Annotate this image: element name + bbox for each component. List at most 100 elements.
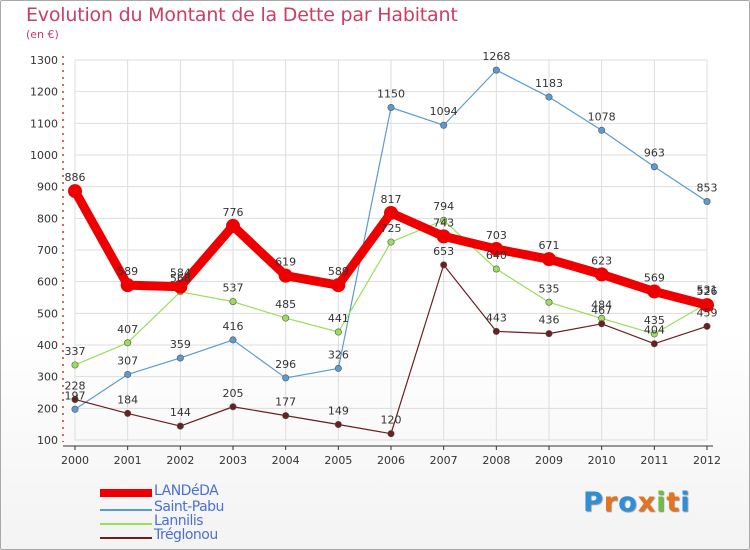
y-tick-label: 500 bbox=[37, 307, 58, 320]
data-point bbox=[650, 330, 658, 338]
data-point bbox=[282, 314, 290, 322]
logo-letter: o bbox=[618, 487, 638, 518]
data-label: 568 bbox=[170, 272, 191, 285]
data-label: 228 bbox=[65, 379, 86, 392]
legend-label: Saint-Pabu bbox=[154, 499, 224, 515]
y-tick-label: 900 bbox=[37, 181, 58, 194]
data-label: 1150 bbox=[377, 88, 405, 101]
data-point bbox=[229, 403, 237, 411]
data-point bbox=[71, 405, 79, 413]
data-label: 653 bbox=[433, 245, 454, 258]
data-point bbox=[124, 370, 132, 378]
data-point bbox=[71, 361, 79, 369]
chart-title: Evolution du Montant de la Dette par Hab… bbox=[26, 4, 458, 26]
data-label: 149 bbox=[328, 404, 349, 417]
data-point bbox=[594, 267, 609, 282]
data-label: 526 bbox=[697, 285, 718, 298]
data-point bbox=[703, 322, 711, 330]
data-point bbox=[173, 279, 188, 294]
data-label: 435 bbox=[644, 314, 665, 327]
data-point bbox=[440, 261, 448, 269]
data-point bbox=[489, 242, 504, 257]
data-label: 531 bbox=[697, 284, 718, 297]
data-point bbox=[545, 330, 553, 338]
x-tick-label: 2003 bbox=[219, 454, 247, 467]
data-point bbox=[598, 126, 606, 134]
data-point bbox=[120, 278, 135, 293]
data-label: 623 bbox=[591, 254, 612, 267]
data-label: 459 bbox=[697, 306, 718, 319]
y-tick-label: 1000 bbox=[30, 149, 58, 162]
y-tick-label: 300 bbox=[37, 371, 58, 384]
data-point bbox=[387, 430, 395, 438]
y-tick-label: 100 bbox=[37, 434, 58, 447]
data-point bbox=[440, 121, 448, 129]
data-label: 359 bbox=[170, 338, 191, 351]
x-tick-label: 2007 bbox=[430, 454, 458, 467]
data-label: 120 bbox=[381, 414, 402, 427]
logo-letter: r bbox=[603, 487, 619, 518]
data-label: 484 bbox=[591, 298, 612, 311]
logo-letter: i bbox=[656, 487, 667, 518]
data-label: 177 bbox=[275, 396, 296, 409]
data-point bbox=[282, 412, 290, 420]
data-label: 443 bbox=[486, 311, 507, 324]
proxiti-logo: Proxiti bbox=[583, 487, 691, 518]
data-label: 1078 bbox=[588, 110, 616, 123]
data-point bbox=[703, 198, 711, 206]
x-tick-label: 2004 bbox=[272, 454, 300, 467]
y-tick-label: 1300 bbox=[30, 54, 58, 67]
data-label: 776 bbox=[223, 206, 244, 219]
data-label: 619 bbox=[275, 256, 296, 269]
legend-swatch bbox=[100, 537, 152, 539]
data-label: 197 bbox=[65, 389, 86, 402]
data-point bbox=[331, 278, 346, 293]
data-label: 535 bbox=[539, 282, 560, 295]
x-tick-label: 2005 bbox=[324, 454, 352, 467]
data-point bbox=[334, 420, 342, 428]
chart-subtitle: (en €) bbox=[26, 28, 59, 41]
data-label: 853 bbox=[697, 182, 718, 195]
data-point bbox=[650, 340, 658, 348]
data-point bbox=[387, 238, 395, 246]
y-tick-label: 800 bbox=[37, 212, 58, 225]
data-point bbox=[334, 364, 342, 372]
x-tick-label: 2000 bbox=[61, 454, 89, 467]
data-point bbox=[68, 184, 82, 199]
x-tick-label: 2002 bbox=[166, 454, 194, 467]
legend-swatch bbox=[100, 489, 152, 497]
data-label: 725 bbox=[381, 222, 402, 235]
y-tick-label: 600 bbox=[37, 276, 58, 289]
y-tick-label: 1100 bbox=[30, 117, 58, 130]
data-point bbox=[542, 252, 556, 267]
x-tick-label: 2011 bbox=[640, 454, 668, 467]
logo-letter: P bbox=[583, 487, 604, 518]
data-label: 407 bbox=[117, 323, 138, 336]
data-point bbox=[387, 104, 395, 112]
data-label: 537 bbox=[223, 282, 244, 295]
data-label: 794 bbox=[433, 200, 454, 213]
data-point bbox=[492, 66, 500, 74]
data-point bbox=[176, 354, 184, 362]
data-label: 817 bbox=[381, 193, 402, 206]
data-label: 589 bbox=[328, 265, 349, 278]
data-point bbox=[647, 284, 662, 299]
data-point bbox=[440, 216, 448, 224]
data-point bbox=[226, 218, 240, 233]
data-label: 416 bbox=[223, 320, 244, 333]
data-label: 184 bbox=[117, 393, 138, 406]
data-point bbox=[282, 374, 290, 382]
data-point bbox=[229, 336, 237, 344]
data-point bbox=[124, 339, 132, 347]
logo-letter: x bbox=[637, 487, 657, 518]
data-label: 963 bbox=[644, 147, 665, 160]
data-point bbox=[492, 265, 500, 273]
data-label: 144 bbox=[170, 406, 191, 419]
y-tick-label: 700 bbox=[37, 244, 58, 257]
data-label: 1183 bbox=[535, 77, 563, 90]
legend-label: Lannilis bbox=[154, 513, 204, 529]
data-label: 436 bbox=[539, 314, 560, 327]
data-point bbox=[700, 298, 714, 313]
x-tick-label: 2010 bbox=[588, 454, 616, 467]
data-point bbox=[545, 298, 553, 306]
